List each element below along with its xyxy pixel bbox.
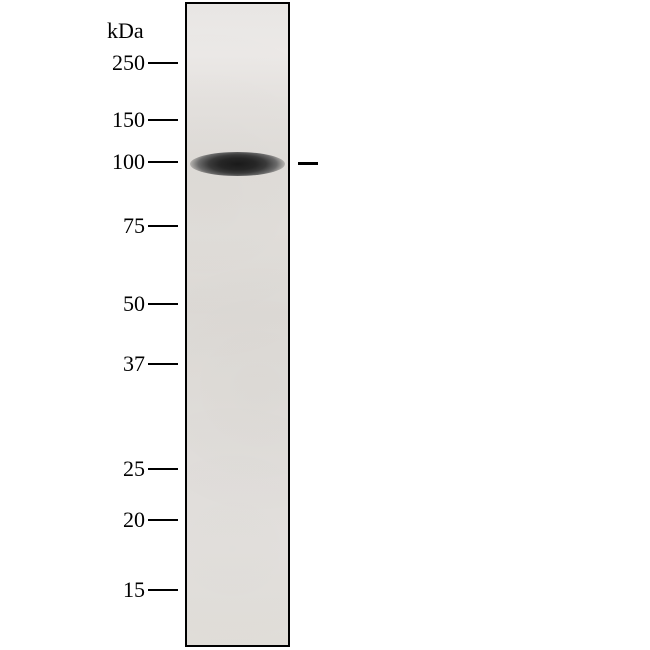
blot-figure: kDa 250 150 100 75 50 37 25 20 15 [0, 0, 650, 650]
tick-mark [148, 589, 178, 591]
lane-noise-overlay [187, 4, 288, 645]
tick-mark [148, 303, 178, 305]
tick-label: 250 [95, 50, 145, 76]
tick-mark [148, 519, 178, 521]
tick-label: 100 [95, 149, 145, 175]
tick-mark [148, 161, 178, 163]
tick-mark [148, 62, 178, 64]
tick-label: 75 [95, 213, 145, 239]
protein-band [190, 152, 285, 176]
tick-label: 50 [95, 291, 145, 317]
tick-mark [148, 468, 178, 470]
axis-unit-label: kDa [107, 18, 144, 44]
band-indicator-mark [298, 162, 318, 165]
tick-label: 25 [95, 456, 145, 482]
tick-label: 20 [95, 507, 145, 533]
lane [185, 2, 290, 647]
tick-mark [148, 363, 178, 365]
tick-label: 15 [95, 577, 145, 603]
tick-label: 37 [95, 351, 145, 377]
tick-mark [148, 225, 178, 227]
tick-mark [148, 119, 178, 121]
tick-label: 150 [95, 107, 145, 133]
